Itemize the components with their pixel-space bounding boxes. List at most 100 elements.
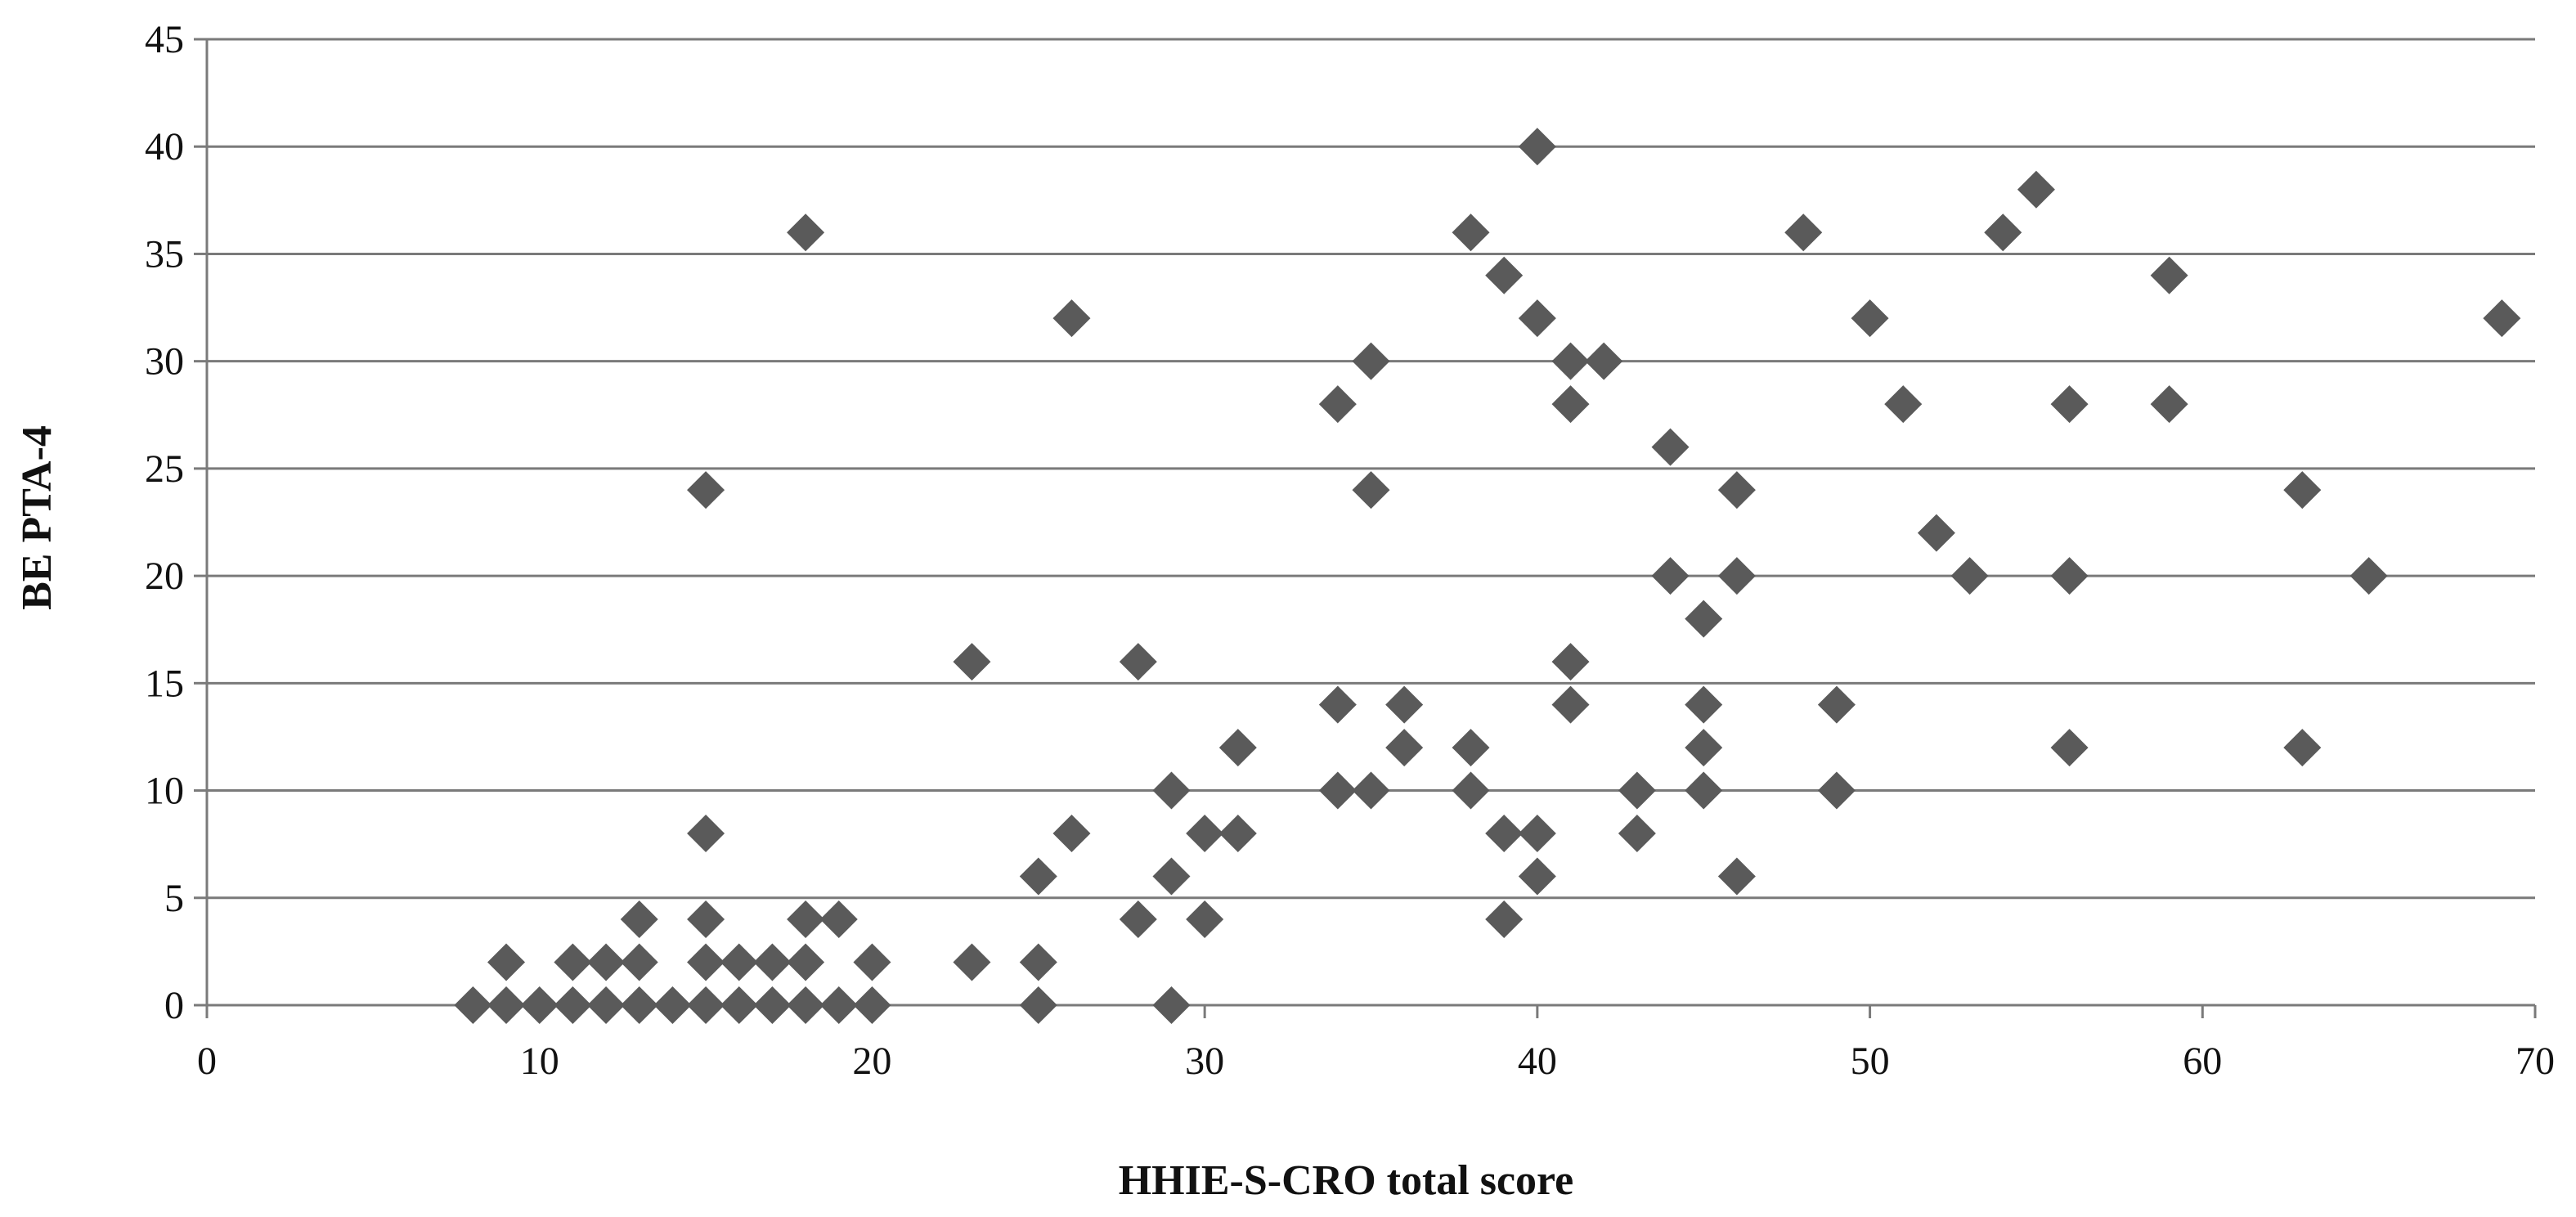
data-point — [2283, 471, 2322, 510]
data-point — [587, 943, 626, 981]
y-tick-label: 0 — [164, 984, 184, 1027]
data-point — [687, 900, 725, 939]
data-point — [1485, 900, 1524, 939]
data-point — [1685, 771, 1723, 810]
y-tick-label: 30 — [145, 340, 184, 384]
x-tick-label: 30 — [1185, 1040, 1224, 1083]
data-point — [1551, 342, 1590, 380]
data-point — [687, 943, 725, 981]
y-tick-labels: 0 5 10 15 20 25 30 35 40 45 — [145, 18, 184, 1027]
x-tick-label: 50 — [1851, 1040, 1890, 1083]
data-point — [1218, 815, 1257, 853]
data-point — [787, 900, 825, 939]
data-points — [454, 128, 2521, 1024]
x-tick-label: 70 — [2515, 1040, 2555, 1083]
data-point — [1585, 342, 1623, 380]
data-point — [2050, 385, 2089, 424]
y-tick-label: 5 — [164, 877, 184, 920]
data-point — [953, 643, 991, 681]
gridlines — [207, 38, 2535, 900]
data-point — [720, 986, 758, 1024]
data-point — [853, 986, 891, 1024]
x-tick-label: 20 — [852, 1040, 891, 1083]
data-point — [1651, 428, 1690, 466]
data-point — [2050, 557, 2089, 595]
data-point — [1551, 643, 1590, 681]
data-point — [753, 943, 792, 981]
data-point — [1019, 943, 1057, 981]
data-point — [1950, 557, 1989, 595]
data-point — [1518, 815, 1556, 853]
data-point — [2017, 170, 2055, 209]
data-point — [1817, 771, 1856, 810]
data-point — [487, 943, 526, 981]
data-point — [1717, 857, 1756, 896]
data-point — [953, 943, 991, 981]
data-point — [1685, 685, 1723, 724]
data-point — [1352, 342, 1390, 380]
data-point — [653, 986, 692, 1024]
data-point — [687, 471, 725, 510]
x-tick-label: 60 — [2183, 1040, 2222, 1083]
data-point — [787, 986, 825, 1024]
y-tick-label: 25 — [145, 447, 184, 491]
data-point — [1318, 385, 1357, 424]
data-point — [2349, 557, 2388, 595]
data-point — [2283, 729, 2322, 767]
data-point — [720, 943, 758, 981]
data-point — [787, 943, 825, 981]
data-point — [1119, 900, 1157, 939]
data-point — [687, 986, 725, 1024]
data-point — [2050, 729, 2089, 767]
y-tick-label: 20 — [145, 555, 184, 598]
data-point — [819, 900, 858, 939]
y-tick-label: 45 — [145, 18, 184, 61]
data-point — [819, 986, 858, 1024]
data-point — [1318, 685, 1357, 724]
data-point — [454, 986, 492, 1024]
data-point — [1717, 471, 1756, 510]
data-point — [1152, 771, 1191, 810]
data-point — [1218, 729, 1257, 767]
x-tick-label: 10 — [520, 1040, 559, 1083]
data-point — [2150, 256, 2188, 294]
data-point — [1685, 729, 1723, 767]
data-point — [787, 213, 825, 252]
x-tick-labels: 0 10 20 30 40 50 60 70 — [197, 1040, 2555, 1083]
data-point — [620, 986, 658, 1024]
y-tick-label: 40 — [145, 125, 184, 168]
data-point — [554, 986, 592, 1024]
data-point — [1851, 299, 1889, 338]
data-point — [1518, 857, 1556, 896]
data-point — [1917, 514, 1955, 552]
data-point — [520, 986, 559, 1024]
data-point — [1651, 557, 1690, 595]
x-tick-label: 40 — [1518, 1040, 1557, 1083]
x-axis-title: HHIE-S-CRO total score — [1119, 1157, 1574, 1204]
data-point — [1019, 986, 1057, 1024]
data-point — [1717, 557, 1756, 595]
data-point — [1817, 685, 1856, 724]
data-point — [1485, 256, 1524, 294]
data-point — [554, 943, 592, 981]
data-point — [1518, 299, 1556, 338]
data-point — [1119, 643, 1157, 681]
data-point — [1186, 815, 1224, 853]
data-point — [1618, 815, 1656, 853]
data-point — [1352, 471, 1390, 510]
data-point — [620, 943, 658, 981]
data-point — [1452, 771, 1490, 810]
data-point — [1618, 771, 1656, 810]
data-point — [620, 900, 658, 939]
y-tick-label: 35 — [145, 232, 184, 276]
data-point — [1551, 385, 1590, 424]
data-point — [587, 986, 626, 1024]
y-tick-label: 15 — [145, 662, 184, 705]
data-point — [1052, 299, 1091, 338]
data-point — [487, 986, 526, 1024]
data-point — [1318, 771, 1357, 810]
data-point — [687, 815, 725, 853]
data-point — [1551, 685, 1590, 724]
data-point — [1518, 128, 1556, 166]
